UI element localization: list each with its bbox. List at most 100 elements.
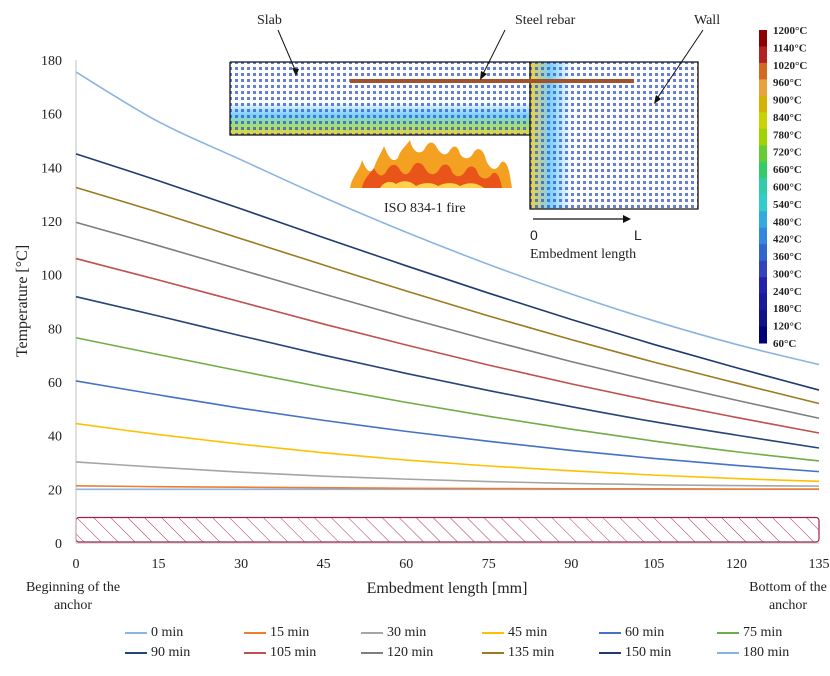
colorbar-segment [759, 46, 767, 64]
embedment-arrow-head [623, 215, 631, 223]
series-line [75, 221, 820, 420]
legend-swatch [717, 652, 739, 654]
x-end-label: Bottom of the anchor [749, 580, 827, 613]
x-tick-label: 60 [399, 557, 413, 572]
series-line [75, 186, 820, 405]
legend-label: 135 min [508, 645, 555, 660]
legend-item: 135 min [482, 644, 554, 662]
legend-label: 15 min [270, 625, 310, 640]
series-line [75, 461, 820, 487]
hatch-band-group [75, 516, 820, 543]
series-line [75, 336, 820, 462]
schematic-inset: Slab Steel rebar Wall ISO 834-1 fire 0 L… [229, 13, 720, 262]
colorbar-segment [759, 194, 767, 212]
wall-pointer-head [654, 95, 661, 104]
colorbar-segment [759, 145, 767, 163]
legend-label: 30 min [387, 625, 427, 640]
x-tick-label: 45 [317, 557, 331, 572]
y-tick-label: 120 [41, 215, 62, 230]
colorbar-label: 180°C [773, 303, 802, 315]
embedment-zero-label: 0 [530, 227, 538, 243]
colorbar-segment [759, 244, 767, 262]
legend-swatch [599, 632, 621, 634]
legend-swatch [125, 652, 147, 654]
x-tick-label: 0 [73, 557, 80, 572]
colorbar-segment [759, 112, 767, 130]
x-start-label: Beginning of the anchor [25, 580, 121, 613]
colorbar-label: 240°C [773, 286, 802, 298]
x-tick-label: 75 [482, 557, 496, 572]
legend-label: 120 min [387, 645, 434, 660]
embedment-caption: Embedment length [530, 247, 636, 262]
y-tick-label: 20 [48, 483, 62, 498]
colorbar-segment [759, 277, 767, 295]
legend-item: 105 min [244, 644, 316, 662]
series-line [75, 485, 820, 490]
colorbar-label: 540°C [773, 199, 802, 211]
y-tick-label: 60 [48, 376, 62, 391]
colorbar-segment [759, 128, 767, 146]
legend-swatch [244, 652, 266, 654]
rebar-pointer [481, 29, 506, 77]
colorbar-segment [759, 178, 767, 196]
rebar-pointer-head [480, 71, 487, 80]
colorbar-label: 840°C [773, 112, 802, 124]
slab-mesh [230, 62, 530, 135]
x-tick-label: 120 [726, 557, 747, 572]
fire-label: ISO 834-1 fire [384, 201, 466, 216]
colorbar-segment [759, 293, 767, 311]
legend-swatch [361, 632, 383, 634]
legend-item: 15 min [244, 624, 309, 642]
colorbar-label: 420°C [773, 234, 802, 246]
series-line [75, 153, 820, 391]
legend-item: 75 min [717, 624, 782, 642]
y-tick-label: 140 [41, 161, 62, 176]
legend-item: 150 min [599, 644, 671, 662]
legend-swatch [717, 632, 739, 634]
colorbar-segment [759, 79, 767, 97]
legend-label: 75 min [743, 625, 783, 640]
colorbar-label: 1200°C [773, 25, 807, 37]
x-axis-label: Embedment length [mm] [367, 580, 528, 597]
legend-item: 45 min [482, 624, 547, 642]
colorbar-label: 720°C [773, 147, 802, 159]
embedment-l-label: L [634, 227, 642, 243]
legend-item: 60 min [599, 624, 664, 642]
legend-swatch [482, 632, 504, 634]
x-tick-label: 135 [809, 557, 830, 572]
rebar-label: Steel rebar [515, 13, 576, 28]
legend-label: 180 min [743, 645, 790, 660]
x-tick-label: 105 [643, 557, 664, 572]
colorbar-segment [759, 326, 767, 344]
colorbar-label: 480°C [773, 216, 802, 228]
legend-item: 180 min [717, 644, 789, 662]
colorbar-segment [759, 95, 767, 113]
y-tick-label: 160 [41, 108, 62, 123]
y-tick-label: 180 [41, 54, 62, 69]
legend-label: 150 min [625, 645, 672, 660]
colorbar-segment [759, 161, 767, 179]
legend-item: 90 min [125, 644, 190, 662]
legend-item: 30 min [361, 624, 426, 642]
x-ticks-group: 0 15 30 45 60 75 90 105 120 135 [73, 557, 830, 572]
slab-pointer [277, 29, 297, 73]
colorbar-label: 1020°C [773, 60, 807, 72]
colorbar-segment [759, 211, 767, 229]
legend-label: 90 min [151, 645, 191, 660]
x-tick-label: 30 [234, 557, 248, 572]
slab-wall-outline [229, 61, 699, 210]
x-tick-label: 90 [564, 557, 578, 572]
legend-swatch [482, 652, 504, 654]
y-tick-label: 80 [48, 322, 62, 337]
legend-label: 105 min [270, 645, 317, 660]
fire-graphic [350, 140, 512, 188]
legend-swatch [125, 632, 147, 634]
series-line [75, 380, 820, 473]
colorbar-label: 120°C [773, 321, 802, 333]
series-line [75, 295, 820, 449]
colorbar-label: 780°C [773, 129, 802, 141]
legend-item: 0 min [125, 624, 183, 642]
wall-pointer [655, 29, 704, 101]
series-line [75, 71, 820, 366]
